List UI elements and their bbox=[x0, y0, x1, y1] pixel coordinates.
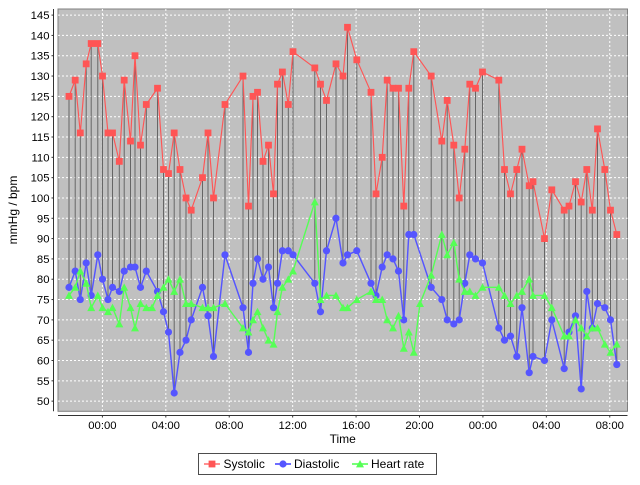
svg-text:50: 50 bbox=[37, 396, 50, 408]
svg-text:90: 90 bbox=[37, 234, 50, 246]
svg-text:12:00: 12:00 bbox=[279, 420, 307, 432]
svg-text:16:00: 16:00 bbox=[342, 420, 370, 432]
svg-text:75: 75 bbox=[37, 295, 50, 307]
svg-text:Heart rate: Heart rate bbox=[371, 457, 425, 471]
svg-text:125: 125 bbox=[31, 91, 50, 103]
svg-text:00:00: 00:00 bbox=[88, 420, 116, 432]
svg-text:04:00: 04:00 bbox=[152, 420, 180, 432]
svg-text:55: 55 bbox=[37, 376, 50, 388]
svg-text:Time: Time bbox=[330, 432, 357, 446]
svg-text:130: 130 bbox=[31, 71, 50, 83]
svg-text:80: 80 bbox=[37, 274, 50, 286]
svg-text:20:00: 20:00 bbox=[405, 420, 433, 432]
svg-text:105: 105 bbox=[31, 173, 50, 185]
svg-text:00:00: 00:00 bbox=[469, 420, 497, 432]
svg-text:mmHg / bpm: mmHg / bpm bbox=[6, 176, 20, 245]
svg-text:85: 85 bbox=[37, 254, 50, 266]
svg-text:60: 60 bbox=[37, 356, 50, 368]
svg-text:04:00: 04:00 bbox=[532, 420, 560, 432]
svg-text:120: 120 bbox=[31, 112, 50, 124]
svg-text:Diastolic: Diastolic bbox=[294, 457, 339, 471]
svg-text:115: 115 bbox=[31, 132, 49, 144]
svg-text:100: 100 bbox=[31, 193, 50, 205]
svg-text:Systolic: Systolic bbox=[224, 457, 265, 471]
svg-text:145: 145 bbox=[31, 10, 50, 22]
svg-text:08:00: 08:00 bbox=[215, 420, 243, 432]
svg-text:70: 70 bbox=[37, 315, 50, 327]
svg-text:135: 135 bbox=[31, 51, 50, 63]
svg-text:65: 65 bbox=[37, 335, 50, 347]
svg-text:08:00: 08:00 bbox=[596, 420, 624, 432]
svg-text:95: 95 bbox=[37, 213, 50, 225]
svg-text:110: 110 bbox=[31, 152, 49, 164]
svg-text:140: 140 bbox=[31, 30, 50, 42]
